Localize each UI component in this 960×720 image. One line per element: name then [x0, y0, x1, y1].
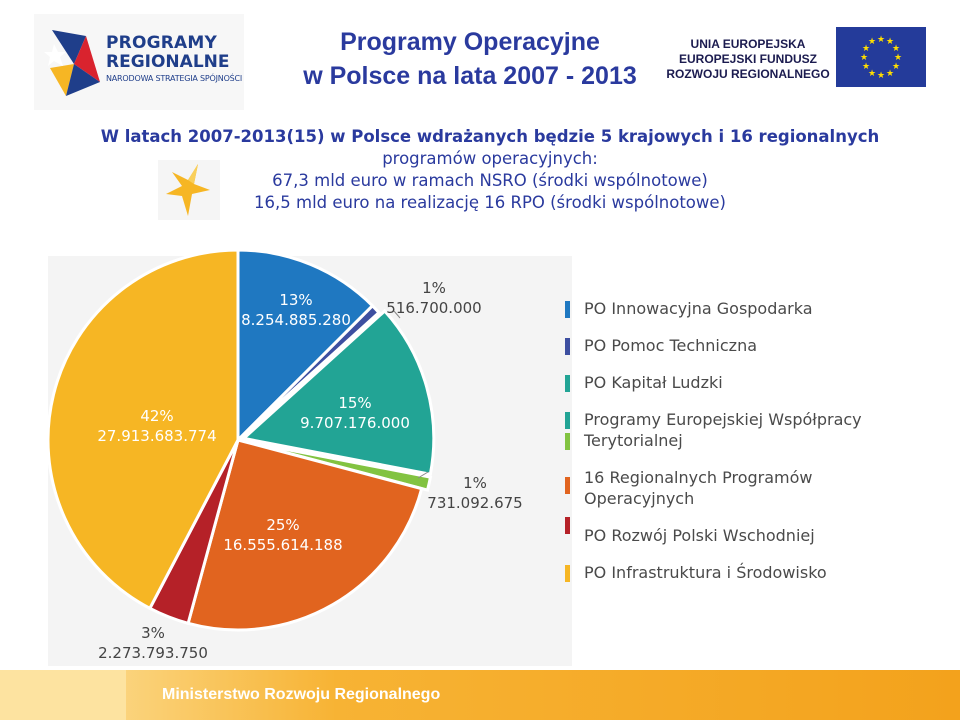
legend-swatch	[565, 565, 570, 582]
data-label-value: 16.555.614.188	[223, 536, 342, 554]
svg-text:★: ★	[868, 37, 876, 47]
data-label-pomoc-techniczna: 1% 516.700.000	[386, 279, 481, 317]
slice-regionalne-programy	[186, 438, 424, 632]
footer-accent	[0, 670, 126, 720]
legend-label: Programy Europejskiej Współpracy Terytor…	[584, 410, 862, 450]
intro-line3: 67,3 mld euro w ramach NSRO (środki wspó…	[272, 171, 708, 190]
legend-swatch	[565, 375, 570, 392]
legend-item-polska-wschodnia: PO Rozwój Polski Wschodniej	[562, 517, 892, 546]
svg-text:★: ★	[862, 62, 870, 72]
legend-label: 16 Regionalnych Programów Operacyjnych	[584, 468, 813, 508]
data-label-value: 2.273.793.750	[98, 644, 208, 662]
data-label-value: 27.913.683.774	[97, 427, 216, 445]
legend-swatch	[565, 517, 570, 534]
eu-line3: ROZWOJU REGIONALNEGO	[666, 67, 830, 81]
logo-title-line2: REGIONALNE	[106, 52, 230, 72]
data-label-kapital-ludzki: 15% 9.707.176.000	[300, 394, 410, 432]
logo-title-line1: PROGRAMY	[106, 33, 218, 53]
data-label-value: 516.700.000	[386, 299, 481, 317]
data-label-percent: 1%	[463, 474, 487, 492]
svg-text:★: ★	[892, 62, 900, 72]
slice-pomoc-techniczna	[236, 303, 382, 442]
data-label-percent: 13%	[279, 291, 312, 309]
svg-text:★: ★	[894, 53, 902, 63]
data-label-regionalne-programy: 25% 16.555.614.188	[223, 516, 342, 554]
svg-text:★: ★	[886, 69, 894, 79]
legend-label: PO Rozwój Polski Wschodniej	[584, 526, 815, 545]
intro-line2: programów operacyjnych:	[382, 149, 598, 168]
slice-innowacyjna	[236, 248, 375, 444]
data-label-polska-wschodnia: 3% 2.273.793.750	[98, 624, 208, 662]
data-label-percent: 42%	[140, 407, 173, 425]
legend-item-pomoc-techniczna: PO Pomoc Techniczna	[562, 335, 892, 356]
legend-swatch	[565, 338, 570, 355]
footer-ministry: Ministerstwo Rozwoju Regionalnego	[162, 686, 441, 703]
legend-item-kapital-ludzki: PO Kapitał Ludzki	[562, 372, 892, 393]
decorative-star-icon	[158, 160, 220, 220]
data-label-percent: 15%	[338, 394, 371, 412]
legend-label: PO Pomoc Techniczna	[584, 336, 758, 355]
slice-kapital-ludzki	[240, 308, 436, 476]
eu-line1: UNIA EUROPEJSKA	[690, 37, 806, 51]
star-logo-icon	[44, 30, 100, 96]
legend-label: PO Infrastruktura i Środowisko	[584, 563, 827, 582]
leader-line-wspolpraca-terytorialna	[417, 471, 429, 479]
footer-bar: Ministerstwo Rozwoju Regionalnego	[0, 670, 960, 720]
leader-line-pomoc-techniczna	[393, 310, 401, 319]
intro-line1: W latach 2007-2013(15) w Polsce wdrażany…	[100, 127, 880, 146]
legend-label: PO Kapitał Ludzki	[584, 373, 723, 392]
eu-flag-icon: ★ ★★ ★★★ ★★★ ★★★	[836, 27, 926, 87]
data-label-value: 8.254.885.280	[241, 311, 351, 329]
data-label-value: 731.092.675	[427, 494, 522, 512]
intro-line4: 16,5 mld euro na realizację 16 RPO (środ…	[254, 193, 726, 212]
legend-swatch	[565, 477, 570, 494]
legend-swatch	[565, 433, 570, 450]
data-label-percent: 25%	[266, 516, 299, 534]
svg-text:★: ★	[868, 69, 876, 79]
svg-text:★: ★	[886, 37, 894, 47]
svg-text:★: ★	[877, 71, 885, 81]
data-label-wspolpraca-terytorialna: 1% 731.092.675	[427, 474, 522, 512]
data-label-percent: 3%	[141, 624, 165, 642]
data-label-percent: 1%	[422, 279, 446, 297]
legend-item-innowacyjna: PO Innowacyjna Gospodarka	[562, 298, 892, 319]
legend-item-infrastruktura: PO Infrastruktura i Środowisko	[562, 562, 892, 583]
logo-subtitle: NARODOWA STRATEGIA SPÓJNOŚCI	[106, 74, 243, 83]
chart-legend: PO Innowacyjna Gospodarka PO Pomoc Techn…	[562, 298, 892, 583]
legend-label: PO Innowacyjna Gospodarka	[584, 299, 813, 318]
legend-swatch	[565, 412, 570, 429]
eu-fund-label: UNIA EUROPEJSKA EUROPEJSKI FUNDUSZ ROZWO…	[662, 37, 834, 82]
data-label-innowacyjna: 13% 8.254.885.280	[241, 291, 351, 329]
eu-line2: EUROPEJSKI FUNDUSZ	[678, 52, 818, 66]
data-label-value: 9.707.176.000	[300, 414, 410, 432]
legend-swatch	[565, 301, 570, 318]
legend-item-regionalne-programy: 16 Regionalnych Programów Operacyjnych	[562, 467, 892, 509]
svg-text:★: ★	[862, 44, 870, 54]
slice-infrastruktura	[46, 248, 240, 611]
svg-text:★: ★	[892, 44, 900, 54]
programy-regionalne-logo: PROGRAMY REGIONALNE NARODOWA STRATEGIA S…	[34, 14, 244, 110]
page-title-line2: w Polsce na lata 2007 - 2013	[303, 62, 637, 90]
data-label-infrastruktura: 42% 27.913.683.774	[97, 407, 216, 445]
legend-item-wspolpraca-terytorialna: Programy Europejskiej Współpracy Terytor…	[562, 409, 892, 451]
intro-text: W latach 2007-2013(15) w Polsce wdrażany…	[60, 126, 920, 214]
page-title-line1: Programy Operacyjne	[340, 28, 600, 56]
svg-text:★: ★	[860, 53, 868, 63]
svg-text:★: ★	[877, 35, 885, 45]
